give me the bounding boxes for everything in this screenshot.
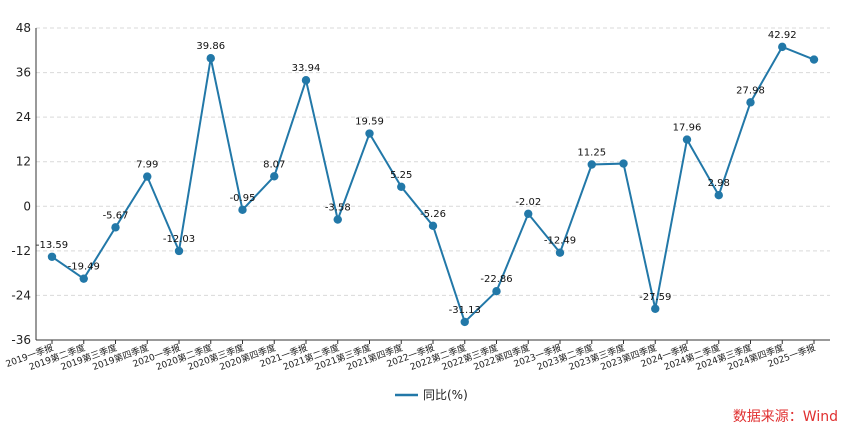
data-point[interactable] (746, 98, 755, 107)
axes (35, 28, 830, 344)
y-tick-labels: 48 36 24 12 0 -12 -24 -36 (11, 21, 31, 347)
data-point[interactable] (619, 159, 628, 168)
data-point[interactable] (301, 76, 311, 85)
data-label: 17.96 (673, 123, 702, 134)
data-point[interactable] (111, 223, 120, 232)
y-tick-label: 0 (23, 199, 31, 213)
data-label: 33.94 (292, 63, 321, 74)
y-tick-label: -36 (11, 333, 31, 347)
y-tick-label: 36 (16, 66, 31, 80)
data-point[interactable] (47, 252, 57, 261)
source-note: 数据来源：Wind (732, 409, 838, 425)
data-labels: -13.59-19.49 -5.67 7.99 -12.03 39.86 -0.95 8.0… (36, 30, 797, 316)
data-label: 19.59 (355, 117, 384, 128)
data-label: -0.95 (230, 193, 256, 204)
data-label: 8.07 (263, 159, 285, 170)
data-point[interactable] (270, 172, 279, 181)
data-label: 5.25 (390, 170, 412, 181)
y-tick-label: 12 (16, 155, 31, 169)
series-yoy (47, 42, 819, 327)
data-label: 2.98 (708, 178, 730, 189)
data-point[interactable] (365, 129, 374, 138)
data-point[interactable] (397, 182, 406, 191)
data-label: -31.13 (449, 305, 481, 316)
data-point[interactable] (428, 221, 438, 231)
data-label: -3.58 (325, 203, 351, 214)
data-label: -5.67 (103, 210, 129, 221)
grid-lines (36, 27, 830, 296)
data-label: -2.02 (515, 197, 541, 208)
data-point[interactable] (778, 42, 787, 52)
data-label: 42.92 (768, 30, 797, 41)
data-point[interactable] (809, 55, 819, 64)
data-label: 27.98 (736, 85, 765, 96)
data-label: -27.59 (639, 292, 671, 303)
data-point[interactable] (555, 248, 565, 257)
data-point[interactable] (587, 160, 596, 169)
y-tick-label: 48 (16, 21, 31, 35)
data-point[interactable] (238, 205, 247, 215)
data-label: -19.49 (68, 262, 100, 273)
y-tick-label: -24 (11, 288, 31, 302)
data-label: -12.03 (163, 234, 195, 245)
x-tick-labels: 2019一季报2019第二季度2019第三季度2019第四季度2020一季报20… (4, 342, 817, 373)
series-line (51, 45, 815, 324)
data-point[interactable] (714, 191, 723, 200)
data-label: 39.86 (196, 41, 225, 52)
y-tick-label: -12 (11, 244, 31, 258)
data-point[interactable] (460, 317, 469, 327)
data-point[interactable] (174, 246, 184, 256)
data-point[interactable] (524, 209, 533, 218)
data-label: -22.86 (480, 274, 512, 285)
data-point[interactable] (206, 54, 215, 63)
legend[interactable]: 同比(%) (395, 388, 468, 402)
data-label: -5.26 (420, 209, 446, 220)
data-point[interactable] (492, 286, 501, 296)
legend-label: 同比(%) (423, 388, 468, 402)
data-point[interactable] (333, 215, 342, 224)
data-point[interactable] (79, 274, 88, 283)
data-point[interactable] (143, 172, 152, 181)
data-point[interactable] (651, 304, 660, 313)
data-label: -12.49 (544, 236, 576, 247)
data-label: 11.25 (577, 148, 606, 159)
data-point[interactable] (682, 135, 692, 144)
y-tick-label: 24 (16, 110, 31, 124)
data-label: 7.99 (136, 160, 158, 171)
data-label: -13.59 (36, 240, 68, 251)
